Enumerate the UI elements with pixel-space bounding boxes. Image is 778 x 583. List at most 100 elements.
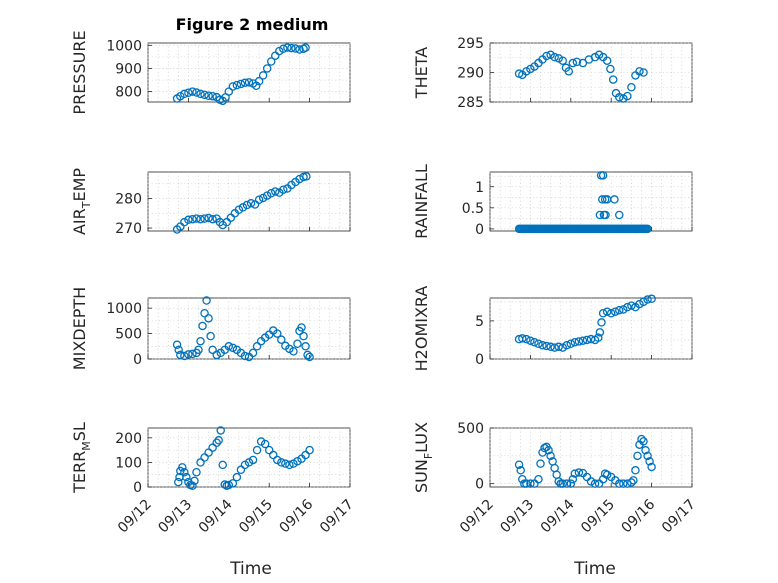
data-point <box>578 58 588 68</box>
y-tick-label: 0 <box>133 352 142 368</box>
subplot-4: 0 0.5 1 RAINFALL <box>412 164 693 239</box>
data-point <box>277 458 286 467</box>
data-point <box>172 340 182 350</box>
data-point <box>273 329 282 338</box>
data-point <box>566 479 576 488</box>
data-point <box>184 350 193 359</box>
data-point <box>192 88 201 97</box>
data-point <box>303 350 312 360</box>
data-point <box>289 347 298 356</box>
data-point <box>252 342 262 351</box>
data-point <box>178 463 187 472</box>
data-point <box>534 339 543 348</box>
data-point <box>200 90 209 100</box>
axes-box <box>489 297 693 360</box>
subplot-7: 0 100 200 09/12 09/13 09/14 09/15 09/16 09/17 TER… <box>70 422 357 536</box>
data-point <box>254 195 264 204</box>
data-point <box>242 200 252 210</box>
data-point <box>262 64 272 73</box>
y-tick-label: 0.5 <box>462 201 484 217</box>
x-tick-label: 09/16 <box>277 496 317 536</box>
data-point <box>615 479 624 488</box>
data-point <box>639 437 648 446</box>
data-point <box>546 451 555 461</box>
data-point <box>514 460 524 469</box>
data-point <box>578 336 588 345</box>
data-point <box>623 91 632 101</box>
data-point <box>594 333 603 342</box>
data-point <box>595 210 605 220</box>
data-point <box>530 337 539 347</box>
data-point <box>174 345 183 355</box>
data-point <box>252 81 261 91</box>
data-point <box>188 214 197 224</box>
data-point <box>570 469 580 478</box>
data-point <box>212 438 221 447</box>
x-tick-label: 09/15 <box>236 497 276 537</box>
data-point <box>192 467 201 477</box>
data-point <box>248 455 258 465</box>
subplot-1: 800 900 1000 PRESSURE <box>70 30 351 115</box>
data-point <box>271 187 280 196</box>
y-axis-label: MIXDEPTH <box>70 287 89 370</box>
data-point <box>206 331 215 341</box>
data-point <box>546 342 555 352</box>
data-point <box>602 56 612 65</box>
y-tick-label: 285 <box>457 95 484 111</box>
data-point <box>602 470 612 480</box>
data-point <box>208 91 217 101</box>
data-point <box>568 474 578 484</box>
data-point <box>252 445 262 455</box>
data-point <box>188 87 197 96</box>
data-point <box>224 87 234 96</box>
data-point <box>228 343 238 353</box>
data-point <box>180 351 189 361</box>
y-tick-label: 0 <box>133 480 142 496</box>
data-point <box>526 479 535 488</box>
data-point <box>522 334 531 344</box>
subplot-6: 0 5 H2OMIXRA <box>412 286 693 371</box>
data-point <box>516 466 525 475</box>
data-point <box>606 64 615 74</box>
x-tick-label: 09/17 <box>317 497 357 537</box>
y-tick-label: 100 <box>115 455 142 471</box>
data-point <box>204 213 213 223</box>
data-point <box>196 214 205 224</box>
x-tick-label: 09/13 <box>155 497 195 537</box>
data-point <box>598 308 608 318</box>
data-point <box>615 93 624 102</box>
data-point <box>647 294 656 304</box>
x-tick-label: 09/16 <box>619 496 659 536</box>
data-point <box>182 472 191 482</box>
y-tick-label: 280 <box>115 192 142 208</box>
data-point <box>601 210 610 220</box>
data-point <box>236 79 246 89</box>
data-point <box>220 480 230 489</box>
data-point <box>562 341 572 350</box>
data-point <box>597 318 606 327</box>
data-point <box>645 457 654 466</box>
y-tick-label: 1000 <box>106 301 142 317</box>
data-point <box>550 343 559 352</box>
y-tick-label: 800 <box>115 85 142 101</box>
y-axis-label: RAINFALL <box>412 164 431 239</box>
data-point <box>305 445 314 455</box>
data-point <box>582 335 592 345</box>
data-point <box>279 185 288 194</box>
data-point <box>174 477 183 487</box>
data-point <box>598 195 607 204</box>
data-point <box>562 479 572 488</box>
data-point <box>232 472 242 482</box>
data-point <box>554 342 563 352</box>
data-point <box>595 328 605 337</box>
subplot-8: 0 500 09/12 09/13 09/14 09/15 09/16 09/17 SUNFLU… <box>412 421 699 536</box>
data-point <box>602 307 612 316</box>
data-point <box>627 478 636 487</box>
data-point <box>608 75 618 84</box>
data-point <box>224 480 234 490</box>
data-point <box>542 341 551 351</box>
y-tick-label: 1000 <box>106 38 142 54</box>
data-point <box>301 342 310 351</box>
data-point <box>639 68 648 77</box>
